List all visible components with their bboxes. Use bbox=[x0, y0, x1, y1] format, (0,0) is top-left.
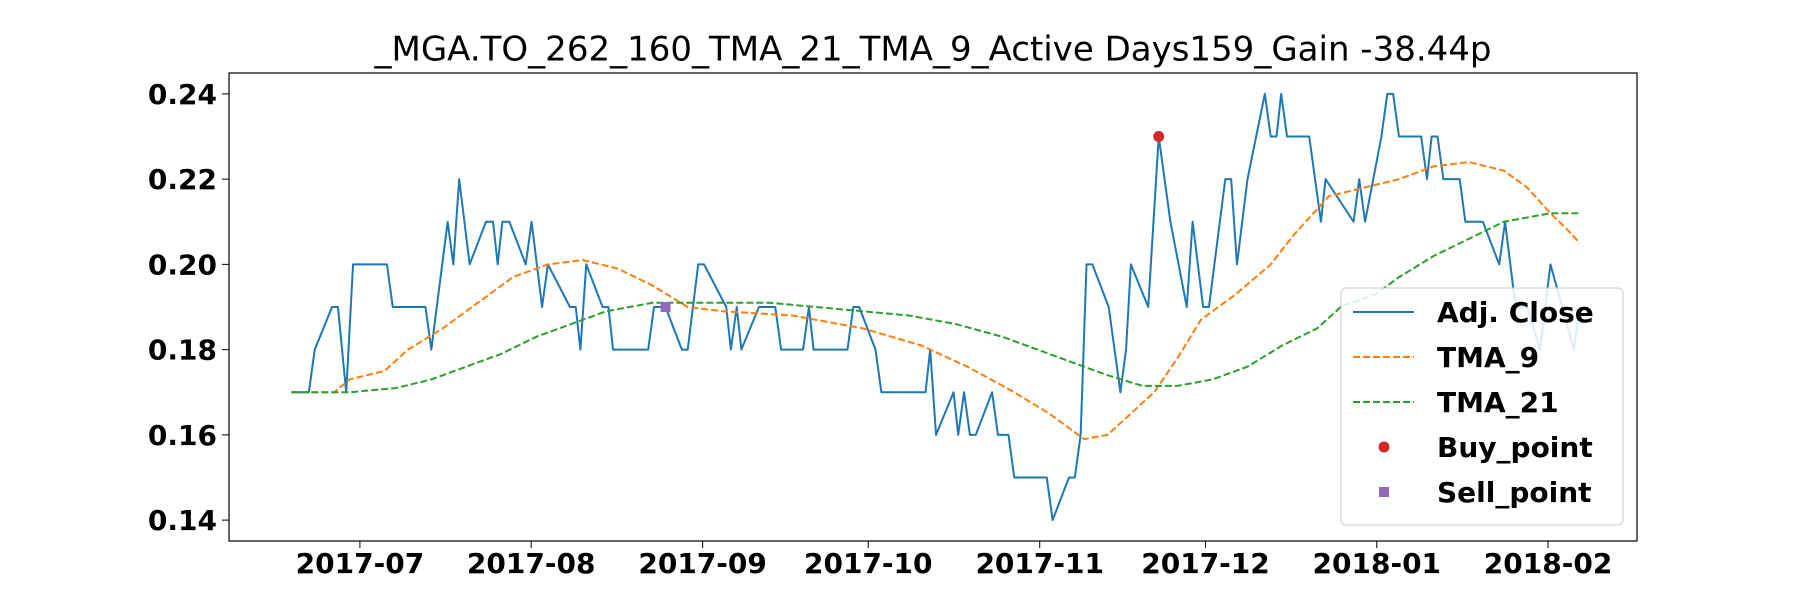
legend-label: TMA_9 bbox=[1437, 341, 1539, 374]
x-tick-label: 2018-02 bbox=[1484, 547, 1613, 580]
series-line bbox=[291, 212, 1580, 394]
legend-swatch bbox=[1379, 487, 1389, 497]
legend-label: Buy_point bbox=[1437, 431, 1593, 464]
legend-box bbox=[1340, 287, 1624, 526]
sell-point bbox=[660, 302, 671, 312]
y-tick-label: 0.20 bbox=[148, 248, 217, 281]
chart-title: _MGA.TO_262_160_TMA_21_TMA_9_Active Days… bbox=[374, 30, 1492, 70]
buy-point bbox=[1153, 131, 1165, 143]
legend-label: Sell_point bbox=[1437, 476, 1592, 509]
y-tick-label: 0.22 bbox=[148, 163, 217, 196]
plot-frame bbox=[228, 72, 1638, 542]
x-tick-label: 2017-11 bbox=[975, 547, 1104, 580]
x-tick-label: 2017-12 bbox=[1141, 547, 1270, 580]
series-line bbox=[291, 161, 1581, 441]
legend-swatch bbox=[1378, 441, 1390, 453]
y-tick-label: 0.16 bbox=[148, 419, 217, 452]
y-tick-label: 0.24 bbox=[148, 78, 217, 111]
x-tick-label: 2017-10 bbox=[804, 547, 933, 580]
legend-label: TMA_21 bbox=[1437, 386, 1559, 419]
y-tick-label: 0.14 bbox=[148, 504, 217, 537]
x-tick-label: 2017-09 bbox=[638, 547, 767, 580]
x-tick-label: 2017-07 bbox=[296, 547, 425, 580]
legend-label: Adj. Close bbox=[1437, 296, 1594, 329]
y-tick-label: 0.18 bbox=[148, 334, 217, 367]
x-tick-label: 2017-08 bbox=[467, 547, 596, 580]
x-tick-label: 2018-01 bbox=[1313, 547, 1442, 580]
series-line bbox=[291, 92, 1581, 522]
